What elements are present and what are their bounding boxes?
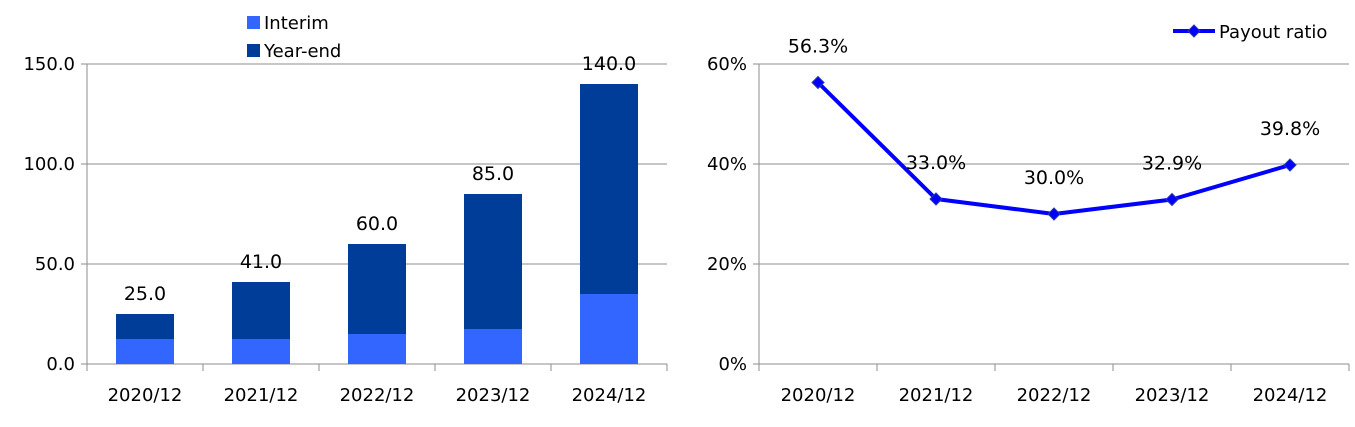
- payout-ratio-point: [811, 75, 825, 90]
- x-tick-label: 2024/12: [1253, 385, 1328, 406]
- legend-label: Year-end: [263, 41, 341, 62]
- bar-year-end: [348, 244, 406, 334]
- bar-total-label: 60.0: [356, 213, 398, 235]
- x-tick-label: 2023/12: [1135, 385, 1210, 406]
- payout-ratio-line: [816, 81, 1291, 216]
- legend-label: Payout ratio: [1219, 22, 1327, 43]
- bar-total-label: 41.0: [240, 251, 282, 273]
- x-tick-label: 2021/12: [224, 385, 299, 406]
- payout-ratio-point: [929, 192, 943, 206]
- data-label: 32.9%: [1142, 153, 1202, 175]
- dividend-bar-chart: 0.0 50.0 100.0 150.0 25.0 2020/12 41.0 2021/12 6…: [23, 13, 668, 406]
- payout-ratio-line-chart: 0% 20% 40% 60% 56.3% 2020/12 33.0% 2021/12 30.0%…: [707, 22, 1350, 406]
- payout-ratio-point: [1283, 158, 1297, 172]
- x-tick-label: 2020/12: [108, 385, 183, 406]
- bar-total-label: 25.0: [124, 283, 166, 305]
- bar-year-end: [464, 194, 522, 329]
- data-label: 30.0%: [1024, 167, 1084, 189]
- y-tick-label: 40%: [707, 154, 747, 175]
- bar-year-end: [116, 314, 174, 339]
- y-tick-label: 0.0: [46, 354, 75, 375]
- bar-year-end: [580, 84, 638, 294]
- legend-swatch-year-end: [247, 44, 260, 57]
- bar-interim: [464, 329, 522, 364]
- payout-ratio-point: [1047, 207, 1061, 221]
- y-tick-label: 0%: [718, 354, 747, 375]
- y-tick-label: 100.0: [23, 154, 75, 175]
- bar-interim: [348, 334, 406, 364]
- legend-swatch-interim: [247, 16, 260, 29]
- x-tick-label: 2022/12: [340, 385, 415, 406]
- bar-total-label: 85.0: [472, 163, 514, 185]
- x-tick-label: 2020/12: [781, 385, 856, 406]
- data-label: 39.8%: [1260, 118, 1320, 140]
- y-tick-label: 60%: [707, 54, 747, 75]
- data-label: 33.0%: [906, 152, 966, 174]
- y-tick-label: 50.0: [35, 254, 75, 275]
- x-tick-label: 2023/12: [456, 385, 531, 406]
- payout-ratio-point: [1165, 192, 1179, 207]
- legend-label: Interim: [264, 13, 329, 34]
- y-tick-label: 150.0: [23, 54, 75, 75]
- bar-total-label: 140.0: [582, 53, 636, 75]
- x-tick-label: 2024/12: [572, 385, 647, 406]
- x-tick-label: 2022/12: [1017, 385, 1092, 406]
- bar-year-end: [232, 282, 290, 339]
- y-tick-label: 20%: [707, 254, 747, 275]
- bar-interim: [232, 339, 290, 364]
- data-label: 56.3%: [788, 36, 848, 58]
- bar-interim: [116, 339, 174, 364]
- bar-interim: [580, 294, 638, 364]
- x-tick-label: 2021/12: [899, 385, 974, 406]
- legend-marker: [1187, 24, 1201, 38]
